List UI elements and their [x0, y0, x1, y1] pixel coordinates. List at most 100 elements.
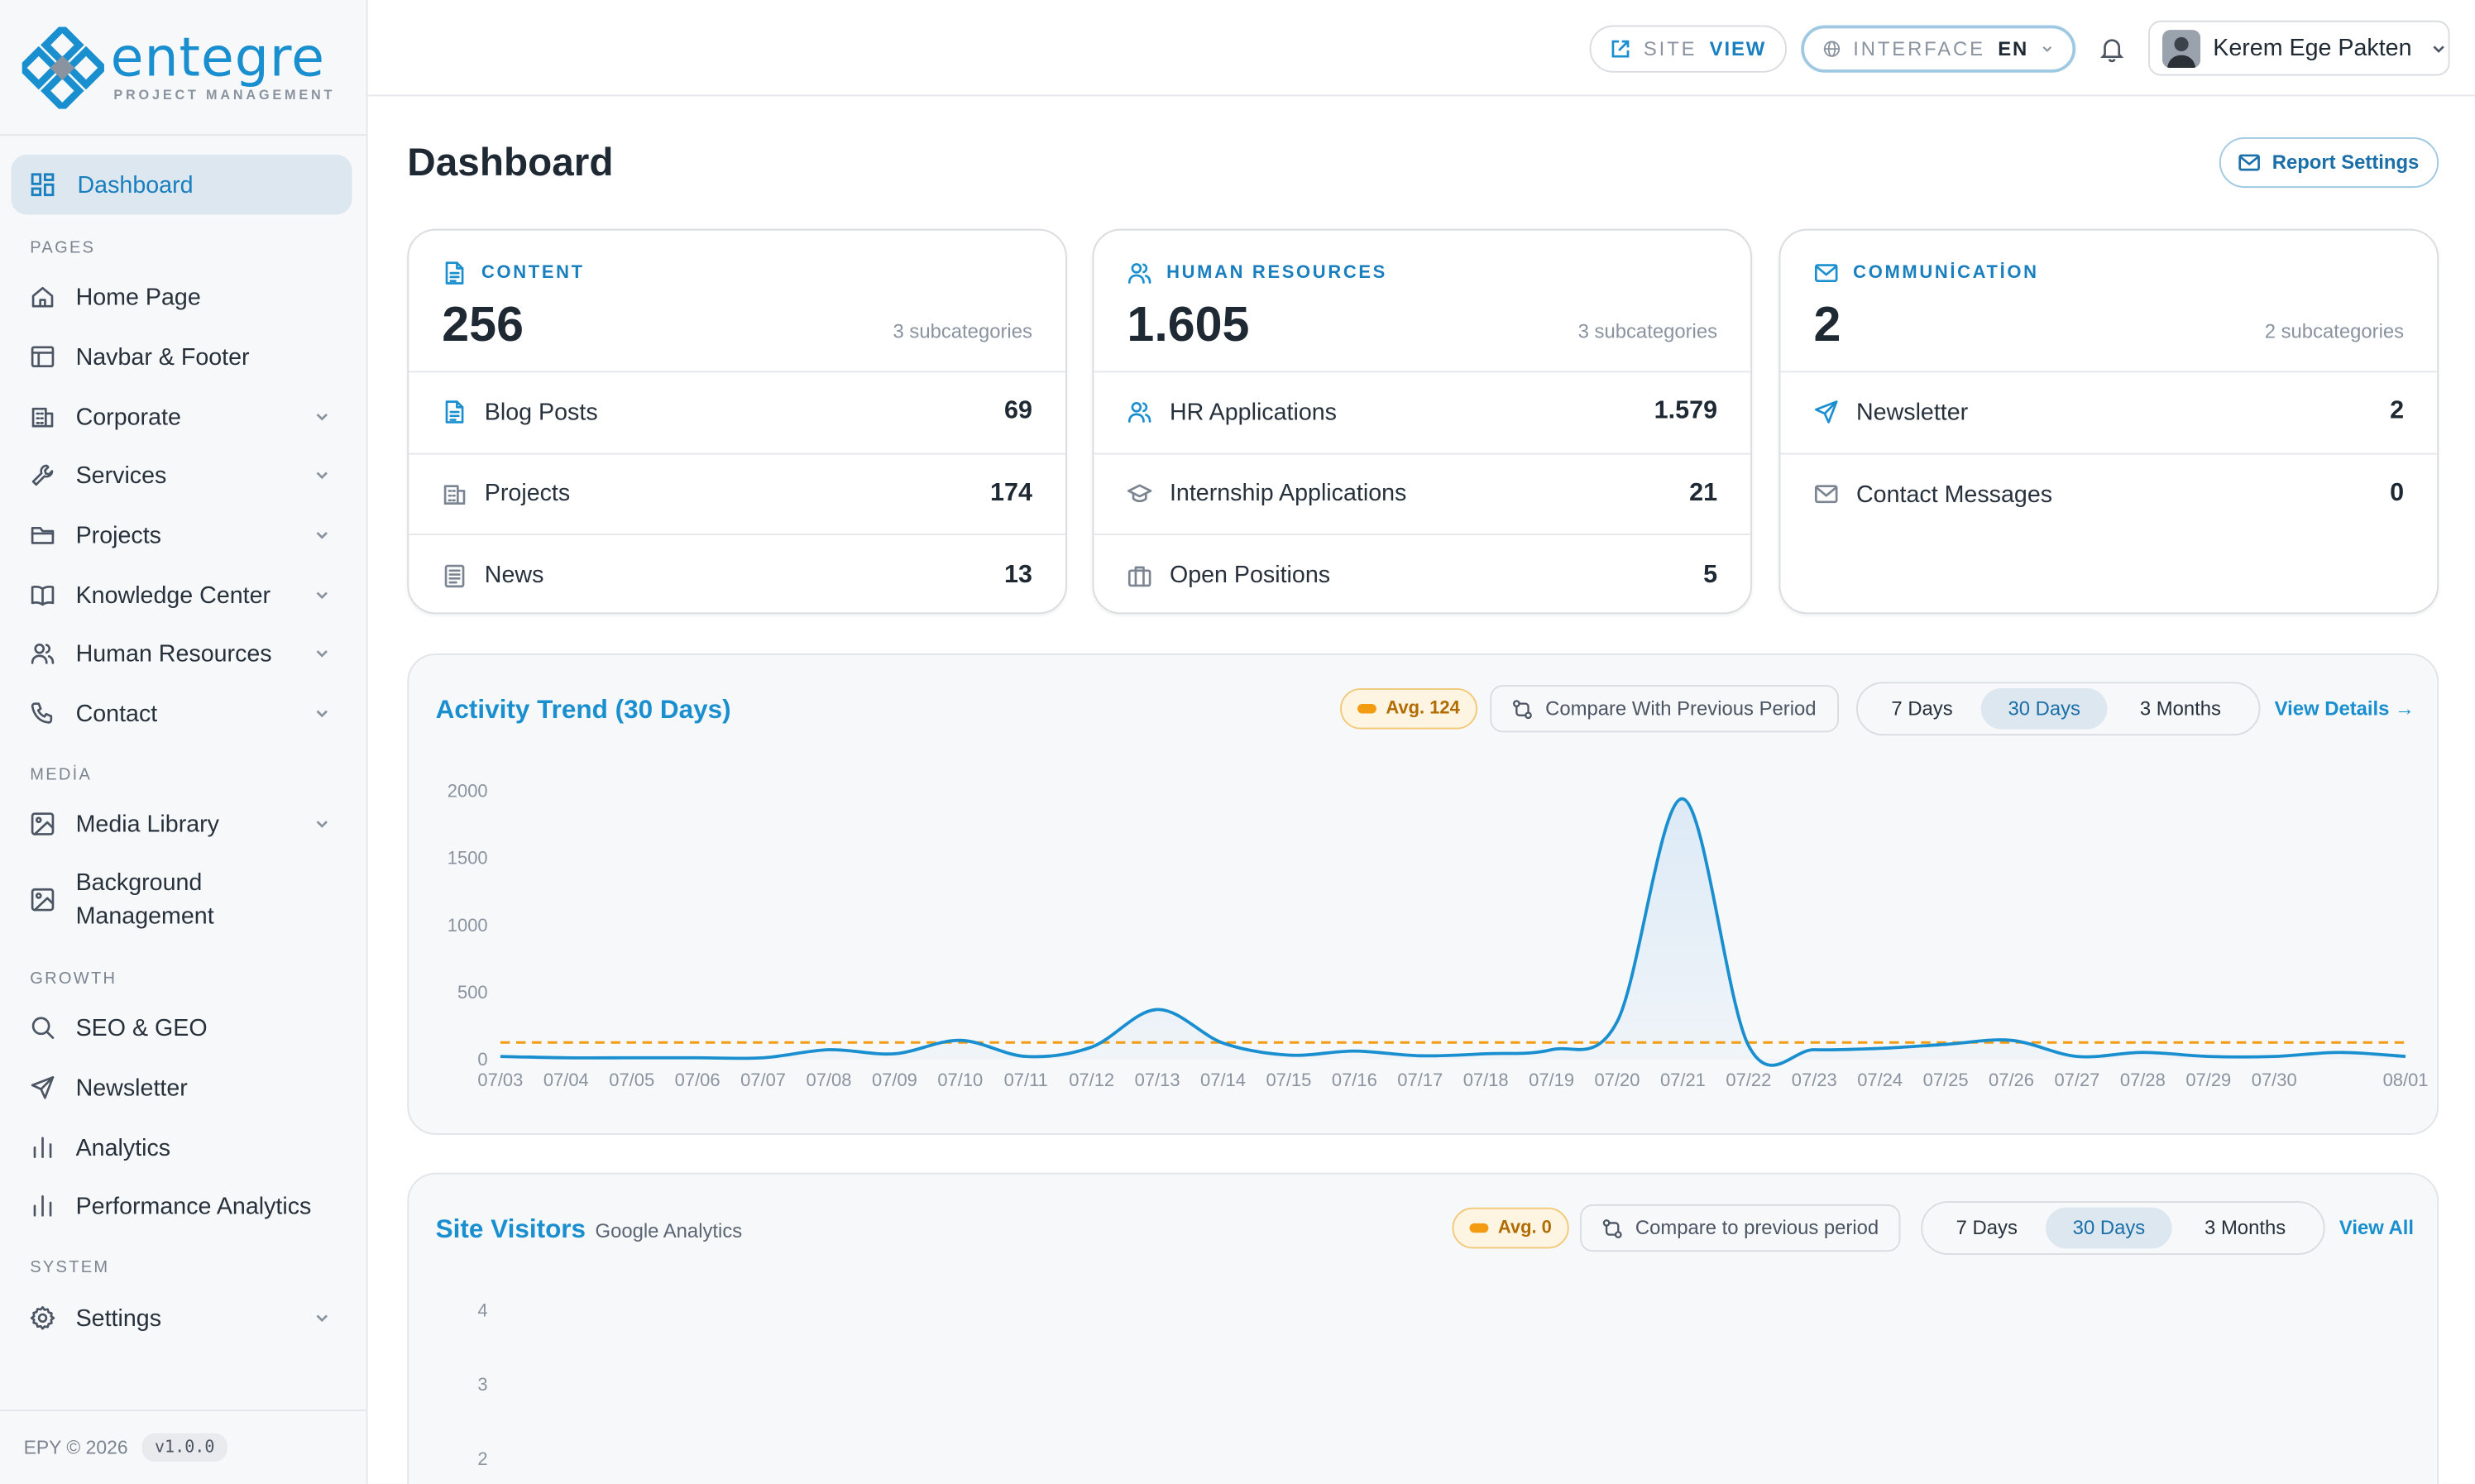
site-visitors-panel: Site Visitors Google Analytics Avg. 0 Com… — [407, 1172, 2439, 1484]
interface-label: INTERFACE — [1853, 37, 1985, 60]
chevron-down-icon — [2042, 46, 2052, 52]
sidebar-item-background-management[interactable]: Background Management — [30, 864, 339, 936]
compare-label: Compare to previous period — [1635, 1217, 1879, 1239]
compare-icon — [1602, 1218, 1622, 1237]
newspaper-icon — [444, 564, 465, 587]
sidebar-item-settings[interactable]: Settings — [30, 1291, 339, 1345]
range-option-3-months[interactable]: 3 Months — [2205, 1217, 2286, 1239]
sidebar-item-media-library[interactable]: Media Library — [30, 797, 339, 851]
users-icon — [1127, 402, 1151, 424]
sidebar-item-label: Projects — [75, 521, 161, 549]
activity-trend-chart: 0 500 1000 1500 2000 07/03 07/04 07/05 07/06 07/0… — [448, 781, 2429, 1090]
sidebar-item-analytics[interactable]: Analytics — [30, 1121, 339, 1175]
sidebar-item-navbar-footer[interactable]: Navbar & Footer — [30, 330, 339, 384]
search-icon — [31, 1017, 55, 1039]
card-row[interactable]: Blog Posts 69 — [409, 372, 1066, 454]
card-row-label: Newsletter — [1855, 399, 1969, 426]
logo-icon — [22, 26, 104, 108]
interface-language-select[interactable]: INTERFACE EN — [1801, 25, 2076, 73]
dashboard-icon — [31, 173, 55, 197]
y-tick-label: 1000 — [448, 915, 488, 936]
card-row[interactable]: News 13 — [409, 535, 1065, 616]
report-settings-button[interactable]: Report Settings — [2219, 137, 2439, 189]
card-row[interactable]: Projects 174 — [409, 454, 1066, 535]
sidebar-item-label: Dashboard — [77, 171, 194, 199]
range-option-30-days[interactable]: 30 Days — [1981, 687, 2107, 730]
users-icon — [1127, 263, 1151, 284]
sidebar-item-corporate[interactable]: Corporate — [30, 390, 339, 443]
card-total: 1.605 — [1127, 296, 1250, 352]
range-option-30-days[interactable]: 30 Days — [2046, 1207, 2172, 1249]
range-option-7-days[interactable]: 7 Days — [1956, 1217, 2018, 1239]
chevron-down-icon — [316, 650, 328, 658]
card-subcategory-count: 2 subcategories — [2264, 320, 2405, 343]
compare-previous-button[interactable]: Compare to previous period — [1580, 1204, 1901, 1252]
send-icon — [31, 1075, 55, 1099]
x-tick-label: 07/16 — [1332, 1070, 1377, 1090]
chevron-down-icon — [2433, 45, 2444, 52]
card-category: CONTENT — [442, 261, 584, 286]
briefcase-icon — [1127, 566, 1151, 586]
user-menu[interactable]: Kerem Ege Pakten — [2148, 20, 2450, 76]
home-icon — [31, 286, 54, 308]
card-row[interactable]: Contact Messages 0 — [1780, 454, 2437, 535]
card-row[interactable]: Internship Applications 21 — [1094, 454, 1751, 535]
card-total: 256 — [442, 296, 524, 352]
page-title: Dashboard — [407, 140, 614, 185]
site-view-button[interactable]: SITE VIEW — [1589, 25, 1788, 73]
card-row-value: 13 — [1003, 561, 1032, 589]
image-icon — [31, 888, 55, 912]
card-row-label: Internship Applications — [1169, 480, 1407, 507]
x-tick-label: 07/06 — [675, 1070, 720, 1090]
sidebar-item-label: Navbar & Footer — [75, 343, 250, 371]
sidebar-item-label: Home Page — [75, 283, 201, 310]
series-line — [500, 797, 2406, 1067]
x-tick-label: 07/19 — [1529, 1070, 1574, 1090]
x-tick-label: 07/10 — [937, 1070, 983, 1090]
mail-icon — [1815, 485, 1838, 504]
x-tick-label: 07/08 — [807, 1070, 852, 1090]
sidebar-item-newsletter[interactable]: Newsletter — [30, 1060, 339, 1114]
range-option-3-months[interactable]: 3 Months — [2139, 697, 2221, 720]
sidebar-item-home-page[interactable]: Home Page — [30, 270, 339, 323]
summary-card-content: CONTENT 256 3 subcategories Blog Posts 69 Pro… — [407, 228, 1067, 616]
sidebar-item-dashboard[interactable]: Dashboard — [11, 154, 352, 215]
x-tick-label: 07/28 — [2120, 1070, 2166, 1090]
x-tick-label: 07/29 — [2185, 1070, 2231, 1090]
view-details-link[interactable]: View Details → — [2274, 697, 2415, 720]
chevron-down-icon — [316, 591, 328, 600]
sidebar-item-human-resources[interactable]: Human Resources — [30, 627, 339, 681]
bell-icon[interactable] — [2098, 35, 2126, 63]
brand-logo[interactable]: entegre PROJECT MANAGEMENT — [0, 0, 366, 136]
sidebar-item-knowledge-center[interactable]: Knowledge Center — [30, 568, 339, 622]
card-row-value: 2 — [2390, 398, 2405, 425]
sidebar-section-title: MEDİA — [30, 765, 93, 785]
card-row-value: 0 — [2390, 480, 2405, 507]
copyright-text: EPY © 2026 — [23, 1436, 128, 1459]
x-tick-label: 07/18 — [1463, 1070, 1509, 1090]
card-row[interactable]: HR Applications 1.579 — [1094, 372, 1751, 454]
sidebar-item-seo-geo[interactable]: SEO & GEO — [30, 1001, 339, 1055]
users-icon — [31, 643, 55, 664]
globe-icon — [1823, 41, 1841, 57]
card-row-label: Open Positions — [1169, 562, 1331, 590]
y-tick-label: 2 — [477, 1448, 487, 1469]
sidebar-item-contact[interactable]: Contact — [30, 687, 339, 740]
x-tick-label: 07/26 — [1989, 1070, 2034, 1090]
user-name: Kerem Ege Pakten — [2213, 34, 2412, 62]
x-tick-label: 07/09 — [872, 1070, 917, 1090]
sidebar-item-services[interactable]: Services — [30, 448, 339, 502]
range-option-7-days[interactable]: 7 Days — [1891, 697, 1953, 720]
site-view-value: VIEW — [1709, 37, 1767, 60]
card-row-label: News — [484, 562, 544, 590]
sidebar-item-projects[interactable]: Projects — [30, 508, 339, 562]
compare-label: Compare With Previous Period — [1545, 697, 1817, 720]
card-row[interactable]: Open Positions 5 — [1094, 535, 1750, 616]
sidebar-item-performance-analytics[interactable]: Performance Analytics — [30, 1179, 339, 1233]
mail-icon — [1815, 264, 1838, 282]
y-tick-label: 500 — [457, 982, 488, 1003]
view-all-link[interactable]: View All — [2339, 1217, 2415, 1239]
card-row[interactable]: Newsletter 2 — [1780, 372, 2438, 454]
compare-previous-button[interactable]: Compare With Previous Period — [1490, 685, 1839, 733]
average-badge: Avg. 0 — [1452, 1207, 1569, 1249]
